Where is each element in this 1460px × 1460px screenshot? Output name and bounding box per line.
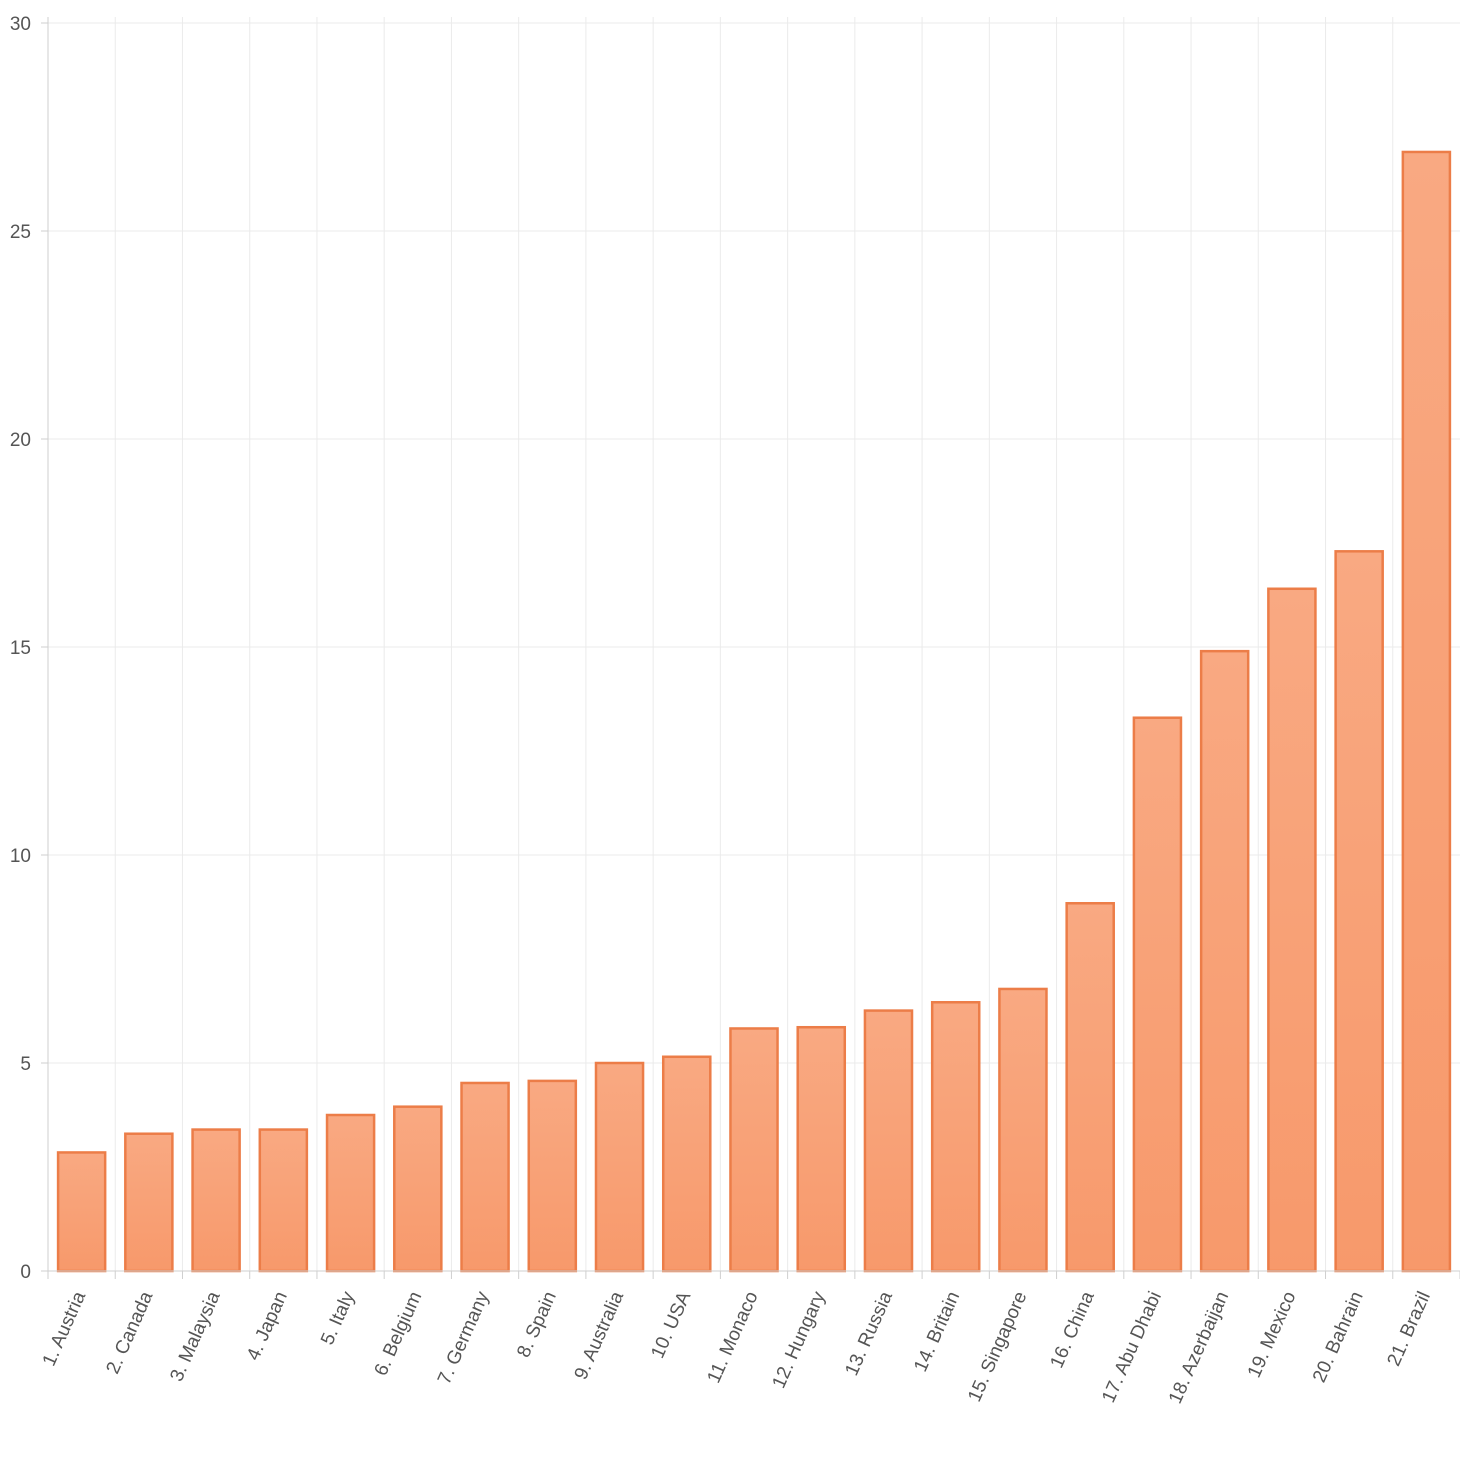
bar-14 <box>930 1001 981 1273</box>
x-tick-label: 18. Azerbaijan <box>1165 1288 1233 1407</box>
x-axis-ticks: 1. Austria 2. Canada 3. Malaysia 4. Japan 5.… <box>39 1271 1460 1407</box>
bar-12 <box>796 1025 847 1273</box>
x-tick-label: 9. Australia <box>571 1288 629 1383</box>
bars <box>56 150 1452 1273</box>
bar-16 <box>1065 902 1115 1273</box>
y-tick-label: 10 <box>10 846 31 867</box>
x-tick-label: 4. Japan <box>243 1288 292 1363</box>
x-tick-label: 5. Italy <box>317 1288 359 1348</box>
bar-3 <box>191 1128 241 1273</box>
x-tick-label: 19. Mexico <box>1244 1288 1301 1380</box>
x-tick-label: 16. China <box>1046 1288 1098 1371</box>
y-tick-label: 5 <box>20 1054 31 1075</box>
bar-21 <box>1401 150 1452 1273</box>
y-axis-ticks: 0 5 10 15 20 25 30 <box>10 14 48 1283</box>
bar-18 <box>1199 649 1250 1273</box>
bar-13 <box>863 1009 914 1273</box>
x-tick-label: 2. Canada <box>103 1288 158 1377</box>
x-tick-label: 21. Brazil <box>1384 1288 1435 1369</box>
bar-11 <box>729 1027 779 1273</box>
bar-7 <box>460 1081 510 1273</box>
x-tick-label: 11. Monaco <box>704 1288 763 1386</box>
bar-19 <box>1267 587 1317 1273</box>
y-tick-label: 25 <box>10 222 31 243</box>
x-tick-label: 17. Abu Dhabi <box>1098 1288 1166 1406</box>
bar-5 <box>325 1113 376 1273</box>
bar-6 <box>393 1105 443 1273</box>
bar-10 <box>661 1055 712 1273</box>
x-tick-label: 15. Singapore <box>964 1288 1031 1405</box>
x-tick-label: 20. Bahrain <box>1309 1288 1368 1385</box>
x-tick-label: 7. Germany <box>434 1288 494 1388</box>
x-tick-label: 6. Belgium <box>371 1288 427 1379</box>
bar-4 <box>258 1128 309 1273</box>
bar-20 <box>1334 550 1384 1273</box>
axes <box>47 17 1460 1272</box>
x-tick-label: 14. Britain <box>910 1288 964 1375</box>
bar-9 <box>594 1061 645 1273</box>
bar-2 <box>124 1132 174 1273</box>
bar-8 <box>527 1079 578 1273</box>
bar-17 <box>1132 716 1183 1273</box>
bar-15 <box>998 987 1048 1273</box>
x-tick-label: 1. Austria <box>39 1288 91 1369</box>
x-tick-label: 13. Russia <box>841 1288 897 1379</box>
bar-1 <box>56 1151 107 1273</box>
x-tick-label: 10. USA <box>647 1288 695 1361</box>
y-tick-label: 30 <box>10 14 31 35</box>
y-tick-label: 15 <box>10 638 31 659</box>
y-tick-label: 0 <box>20 1262 31 1283</box>
x-tick-label: 8. Spain <box>513 1288 561 1360</box>
x-tick-label: 12. Hungary <box>769 1288 830 1392</box>
y-tick-label: 20 <box>10 430 31 451</box>
grid <box>48 17 1460 1271</box>
x-tick-label: 3. Malaysia <box>166 1288 224 1385</box>
